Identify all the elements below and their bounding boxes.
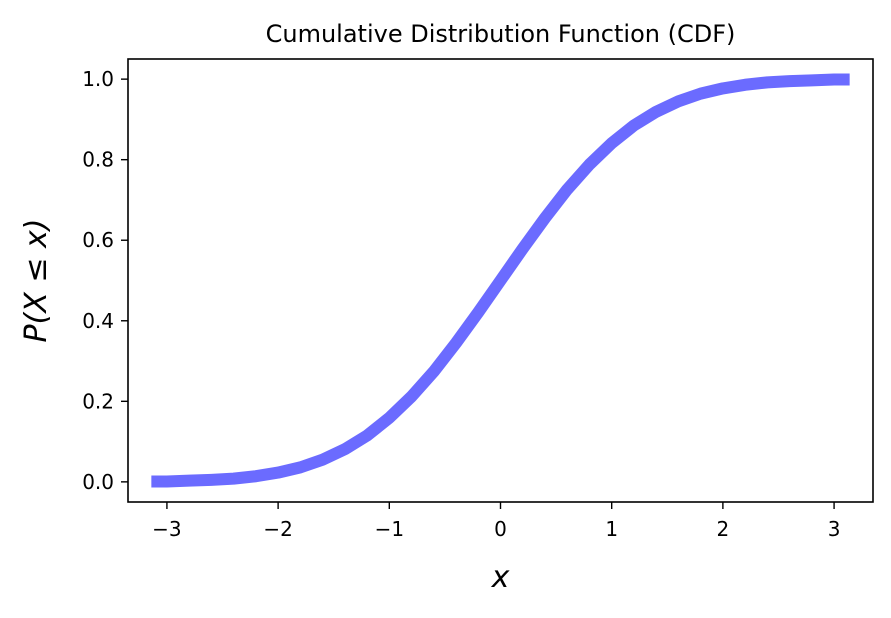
x-axis-label: x <box>491 560 510 595</box>
x-tick-label: 2 <box>717 517 730 541</box>
y-tick-label: 0.2 <box>82 389 114 413</box>
y-tick-label: 0.0 <box>82 470 114 494</box>
x-tick-label: −1 <box>375 517 404 541</box>
y-tick-label: 0.8 <box>82 148 114 172</box>
y-tick-label: 0.4 <box>82 309 114 333</box>
x-tick-label: 3 <box>828 517 841 541</box>
x-tick-label: −2 <box>263 517 292 541</box>
y-tick-label: 1.0 <box>82 67 114 91</box>
x-tick-label: 0 <box>494 517 507 541</box>
x-tick-label: 1 <box>605 517 618 541</box>
chart-title: Cumulative Distribution Function (CDF) <box>266 20 736 48</box>
y-tick-label: 0.6 <box>82 228 114 252</box>
cdf-line-series-0 <box>151 73 850 488</box>
y-axis-label: P(X ≤ x) <box>19 218 54 342</box>
x-tick-label: −3 <box>152 517 181 541</box>
